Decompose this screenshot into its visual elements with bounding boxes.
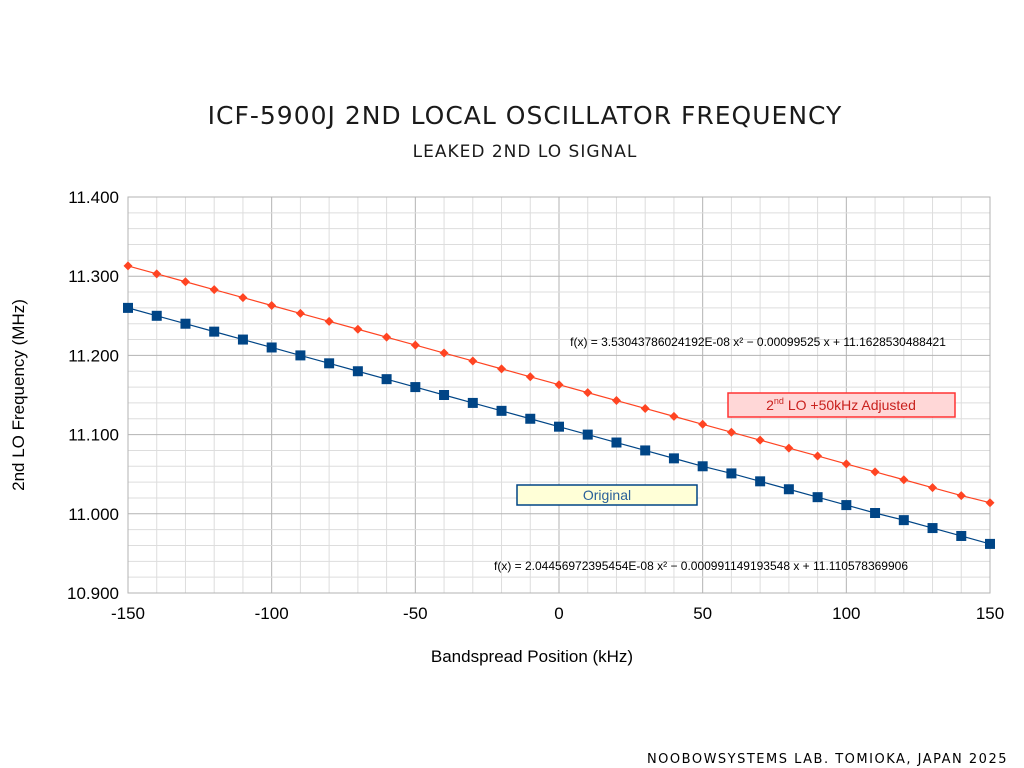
data-point	[726, 468, 737, 479]
data-point	[237, 334, 248, 345]
data-point	[324, 358, 335, 369]
y-tick-label: 11.100	[68, 426, 119, 445]
data-point	[870, 508, 881, 519]
data-point	[669, 411, 679, 421]
data-point	[496, 405, 507, 416]
data-point	[755, 476, 766, 487]
series-layer	[123, 261, 995, 549]
data-point	[813, 451, 823, 461]
chart-title: ICF-5900J 2ND LOCAL OSCILLATOR FREQUENCY	[208, 101, 843, 130]
x-tick-label: -100	[255, 604, 289, 623]
label-adjusted-sup: nd	[774, 396, 784, 406]
y-tick-label: 11.400	[68, 188, 119, 207]
y-tick-label: 11.300	[68, 267, 119, 286]
data-point	[582, 429, 593, 440]
label-adjusted-prefix: 2	[766, 397, 774, 413]
data-point	[640, 445, 651, 456]
data-point	[439, 348, 449, 358]
y-axis-title: 2nd LO Frequency (MHz)	[9, 299, 28, 491]
label-adjusted-box	[727, 392, 956, 418]
data-point	[611, 437, 622, 448]
data-point	[956, 491, 966, 501]
grid	[127, 196, 991, 594]
data-point	[583, 388, 593, 398]
data-point	[985, 538, 995, 549]
data-point	[180, 318, 191, 329]
data-point	[439, 390, 450, 400]
plot-frame	[127, 196, 991, 594]
data-point	[640, 403, 650, 413]
x-tick-label: -150	[111, 604, 145, 623]
data-point	[410, 382, 421, 393]
equation-adjusted: f(x) = 3.53043786024192E-08 x² − 0.00099…	[570, 335, 946, 349]
label-adjusted-rest: LO +50kHz Adjusted	[784, 397, 916, 413]
data-point	[928, 483, 938, 493]
x-axis-title: Bandspread Position (kHz)	[431, 647, 633, 666]
data-point	[238, 293, 248, 303]
data-point	[267, 301, 277, 311]
data-point	[899, 475, 909, 485]
data-point	[812, 492, 823, 503]
data-point	[697, 461, 708, 472]
data-point	[497, 364, 507, 374]
label-original: Original	[516, 484, 698, 506]
data-point	[468, 356, 478, 366]
data-point	[295, 308, 305, 318]
x-tick-label: -50	[403, 604, 428, 623]
y-tick-label: 10.900	[67, 584, 119, 603]
x-tick-label: 50	[693, 604, 712, 623]
x-axis-ticks: -150 -100 -50 0 50 100 150	[111, 604, 1004, 623]
data-point	[668, 453, 679, 464]
data-point	[554, 421, 564, 432]
equation-original: f(x) = 2.04456972395454E-08 x² − 0.00099…	[494, 559, 908, 573]
chart-subtitle: LEAKED 2ND LO SIGNAL	[413, 142, 638, 162]
label-adjusted: 2nd LO +50kHz Adjusted	[727, 392, 956, 418]
data-point	[382, 332, 392, 342]
data-point	[410, 340, 420, 350]
data-point	[151, 310, 162, 321]
data-point	[209, 326, 220, 337]
data-point	[295, 350, 306, 361]
data-point	[353, 324, 363, 334]
data-point	[554, 380, 564, 390]
data-point	[611, 396, 621, 406]
data-point	[783, 484, 794, 495]
data-point	[525, 372, 535, 382]
data-point	[209, 285, 219, 295]
y-tick-label: 11.200	[68, 346, 119, 365]
data-point	[324, 316, 334, 326]
data-point	[841, 500, 852, 511]
data-point	[726, 427, 736, 437]
y-axis-ticks: 10.900 11.000 11.100 11.200 11.300 11.400	[67, 188, 119, 603]
data-point	[870, 467, 880, 477]
data-point	[784, 443, 794, 453]
data-point	[266, 342, 277, 353]
data-point	[755, 435, 765, 445]
series-adjusted	[123, 261, 995, 508]
x-tick-label: 150	[976, 604, 1004, 623]
x-tick-label: 0	[554, 604, 563, 623]
data-point	[152, 269, 162, 279]
x-tick-label: 100	[832, 604, 860, 623]
data-point	[180, 277, 190, 287]
data-point	[467, 397, 478, 408]
data-point	[123, 261, 133, 271]
label-original-box	[516, 484, 698, 506]
data-point	[352, 366, 363, 377]
data-point	[525, 413, 536, 424]
footer-credit: NOOBOWSYSTEMS LAB. TOMIOKA, JAPAN 2025	[647, 752, 1008, 767]
data-point	[381, 374, 392, 385]
data-point	[841, 459, 851, 469]
data-point	[956, 530, 967, 541]
series-original	[123, 302, 995, 549]
label-original-text: Original	[583, 487, 631, 503]
data-point	[985, 498, 995, 508]
data-point	[898, 515, 909, 526]
label-adjusted-text: 2nd LO +50kHz Adjusted	[766, 396, 916, 413]
data-point	[927, 523, 938, 534]
data-point	[123, 302, 133, 313]
y-tick-label: 11.000	[68, 505, 119, 524]
data-point	[698, 419, 708, 429]
